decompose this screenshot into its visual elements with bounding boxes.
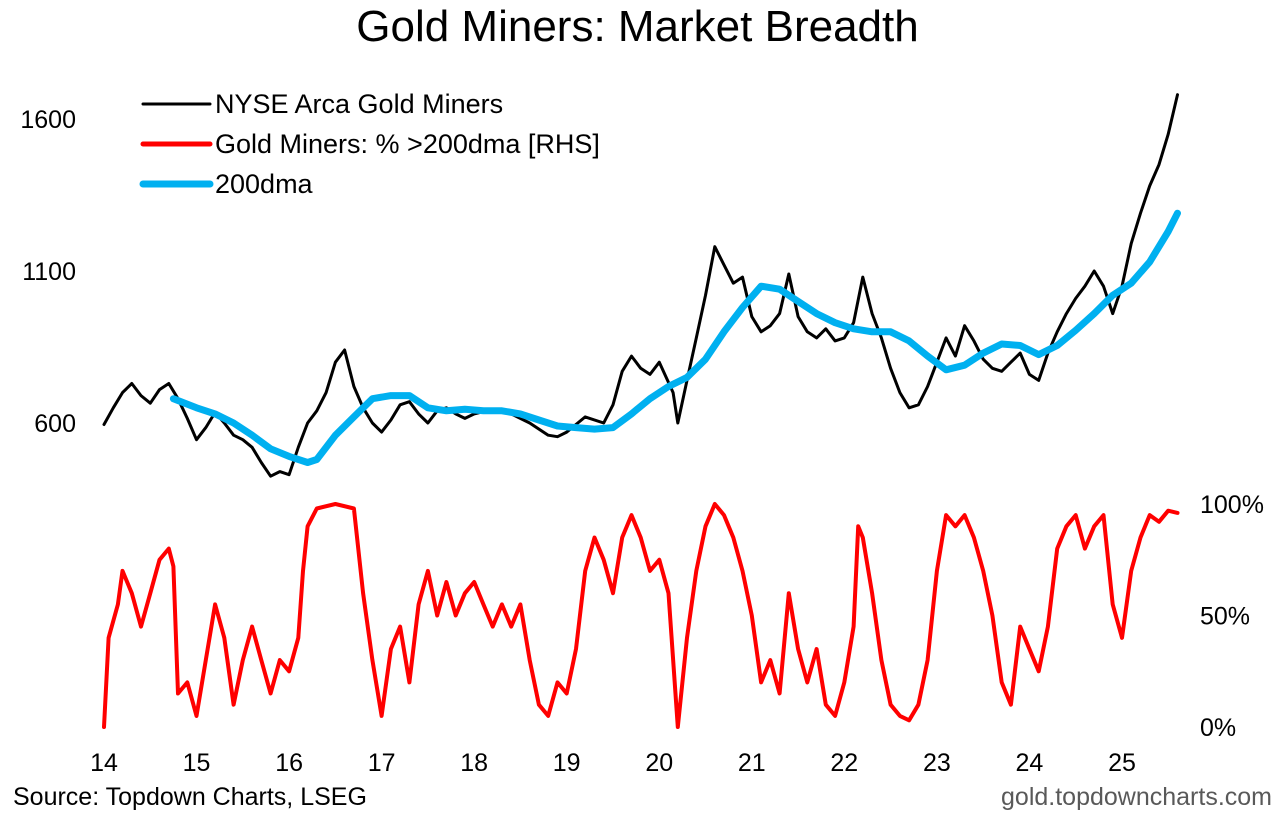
right-y-tick-label: 0% [1200, 714, 1236, 742]
legend-label: 200dma [215, 169, 314, 199]
x-tick-label: 20 [645, 749, 673, 777]
left-y-tick-label: 1100 [22, 258, 76, 286]
series-line-gold-miners-200dma-rhs [102, 502, 1180, 729]
x-tick-label: 17 [368, 749, 396, 777]
right-y-tick-label: 100% [1200, 491, 1264, 519]
source-note: Source: Topdown Charts, LSEG [13, 783, 367, 811]
left-y-tick-label: 1600 [20, 106, 76, 134]
series-line-200dma [169, 209, 1181, 466]
x-tick-label: 24 [1015, 749, 1043, 777]
site-url[interactable]: gold.topdowncharts.com [1001, 783, 1272, 811]
x-tick-label: 23 [923, 749, 951, 777]
x-tick-label: 18 [460, 749, 488, 777]
x-tick-label: 14 [90, 749, 118, 777]
legend: NYSE Arca Gold Miners Gold Miners: % >200… [139, 89, 600, 199]
x-tick-label: 22 [830, 749, 858, 777]
tick-layer: 14 15 16 17 18 19 20 21 22 23 24 25 600 1100 1600 0% 50%… [20, 106, 1264, 777]
x-tick-label: 15 [183, 749, 211, 777]
series-layer [102, 93, 1181, 729]
chart-title: Gold Miners: Market Breadth [356, 2, 919, 51]
series-line-nyse-arca-gold-miners [102, 93, 1179, 478]
right-y-tick-label: 50% [1200, 603, 1250, 631]
x-tick-label: 21 [738, 749, 766, 777]
legend-label: Gold Miners: % >200dma [RHS] [215, 129, 600, 159]
x-tick-label: 25 [1108, 749, 1136, 777]
x-tick-label: 16 [275, 749, 303, 777]
left-y-tick-label: 600 [34, 410, 76, 438]
x-tick-label: 19 [553, 749, 581, 777]
legend-label: NYSE Arca Gold Miners [215, 89, 503, 119]
